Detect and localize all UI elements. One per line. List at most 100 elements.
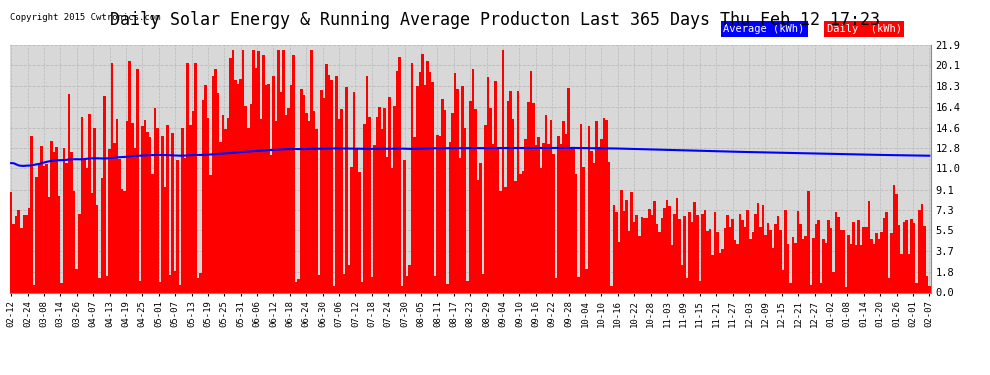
Bar: [724, 228, 727, 292]
Bar: [867, 201, 870, 292]
Bar: [290, 85, 292, 292]
Bar: [308, 121, 310, 292]
Bar: [448, 142, 451, 292]
Bar: [504, 187, 507, 292]
Bar: [499, 191, 502, 292]
Bar: [855, 245, 857, 292]
Bar: [439, 136, 442, 292]
Bar: [184, 158, 186, 292]
Bar: [225, 129, 227, 292]
Bar: [916, 283, 918, 292]
Bar: [179, 285, 181, 292]
Bar: [237, 84, 240, 292]
Bar: [419, 72, 421, 292]
Bar: [207, 118, 209, 292]
Bar: [706, 231, 709, 292]
Bar: [600, 139, 603, 292]
Bar: [590, 151, 593, 292]
Bar: [476, 180, 479, 292]
Bar: [300, 89, 303, 292]
Bar: [249, 104, 252, 292]
Bar: [368, 117, 370, 292]
Bar: [429, 72, 432, 292]
Bar: [895, 194, 898, 292]
Bar: [126, 122, 129, 292]
Bar: [156, 128, 158, 292]
Bar: [111, 63, 113, 292]
Bar: [202, 100, 204, 292]
Bar: [444, 110, 446, 292]
Bar: [262, 55, 264, 292]
Bar: [572, 149, 575, 292]
Bar: [209, 175, 212, 292]
Bar: [171, 134, 174, 292]
Bar: [671, 245, 673, 292]
Bar: [401, 286, 403, 292]
Bar: [144, 120, 147, 292]
Bar: [219, 142, 222, 292]
Bar: [451, 113, 453, 292]
Bar: [442, 99, 444, 292]
Bar: [494, 81, 497, 292]
Bar: [245, 106, 248, 292]
Bar: [626, 200, 628, 292]
Bar: [378, 107, 381, 292]
Bar: [186, 63, 189, 292]
Bar: [696, 215, 699, 292]
Bar: [678, 219, 681, 292]
Bar: [446, 284, 448, 292]
Bar: [396, 72, 398, 292]
Bar: [587, 126, 590, 292]
Text: Copyright 2015 Cwtronics.com: Copyright 2015 Cwtronics.com: [10, 13, 160, 22]
Bar: [618, 242, 621, 292]
Bar: [497, 147, 499, 292]
Bar: [849, 244, 852, 292]
Bar: [295, 282, 297, 292]
Bar: [631, 192, 633, 292]
Bar: [676, 198, 678, 292]
Bar: [913, 223, 916, 292]
Bar: [248, 128, 249, 292]
Bar: [862, 226, 865, 292]
Bar: [285, 115, 287, 292]
Bar: [822, 239, 825, 292]
Bar: [365, 76, 368, 292]
Bar: [212, 76, 214, 292]
Bar: [437, 135, 439, 292]
Bar: [60, 283, 63, 292]
Bar: [65, 163, 68, 292]
Bar: [313, 111, 315, 292]
Bar: [240, 78, 242, 292]
Bar: [802, 239, 805, 292]
Bar: [613, 205, 616, 292]
Bar: [116, 119, 119, 292]
Bar: [800, 224, 802, 292]
Bar: [432, 82, 434, 292]
Bar: [787, 244, 789, 292]
Bar: [18, 210, 20, 292]
Bar: [570, 148, 572, 292]
Bar: [673, 214, 676, 292]
Bar: [147, 132, 148, 292]
Bar: [492, 144, 494, 292]
Bar: [424, 85, 426, 292]
Bar: [338, 119, 341, 292]
Bar: [565, 134, 567, 292]
Bar: [623, 211, 626, 292]
Bar: [453, 74, 456, 292]
Bar: [101, 178, 103, 292]
Bar: [567, 88, 570, 292]
Bar: [403, 160, 406, 292]
Bar: [181, 128, 184, 292]
Bar: [877, 239, 880, 292]
Bar: [375, 117, 378, 292]
Bar: [275, 121, 277, 292]
Bar: [525, 140, 527, 292]
Bar: [693, 202, 696, 292]
Bar: [124, 191, 126, 292]
Bar: [456, 89, 459, 292]
Text: Daily  (kWh): Daily (kWh): [827, 24, 902, 34]
Bar: [782, 270, 784, 292]
Bar: [911, 219, 913, 292]
Bar: [691, 222, 693, 292]
